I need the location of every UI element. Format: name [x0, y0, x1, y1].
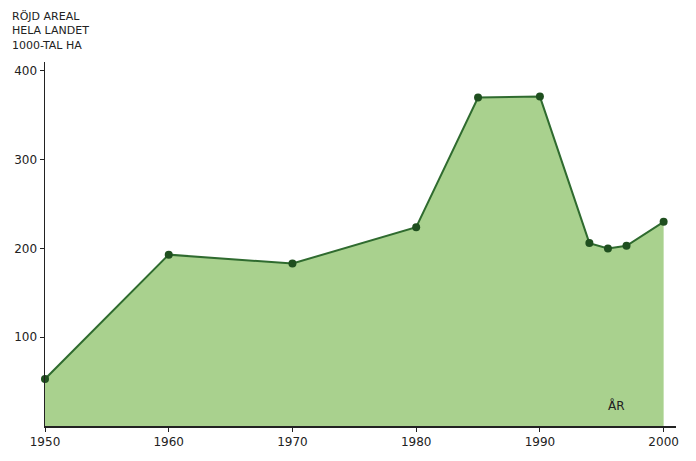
svg-text:RÖJD AREALHELA LANDET1000-TAL: RÖJD AREALHELA LANDET1000-TAL HA: [12, 10, 89, 52]
svg-text:1970: 1970: [277, 435, 308, 449]
svg-text:1950: 1950: [30, 435, 61, 449]
svg-text:1960: 1960: [153, 435, 184, 449]
svg-text:300: 300: [14, 153, 37, 167]
svg-text:100: 100: [14, 330, 37, 344]
svg-text:2000: 2000: [648, 435, 679, 449]
svg-text:400: 400: [14, 64, 37, 78]
svg-text:1990: 1990: [525, 435, 556, 449]
svg-text:ÅR: ÅR: [608, 398, 625, 413]
svg-text:1980: 1980: [401, 435, 432, 449]
svg-text:200: 200: [14, 242, 37, 256]
